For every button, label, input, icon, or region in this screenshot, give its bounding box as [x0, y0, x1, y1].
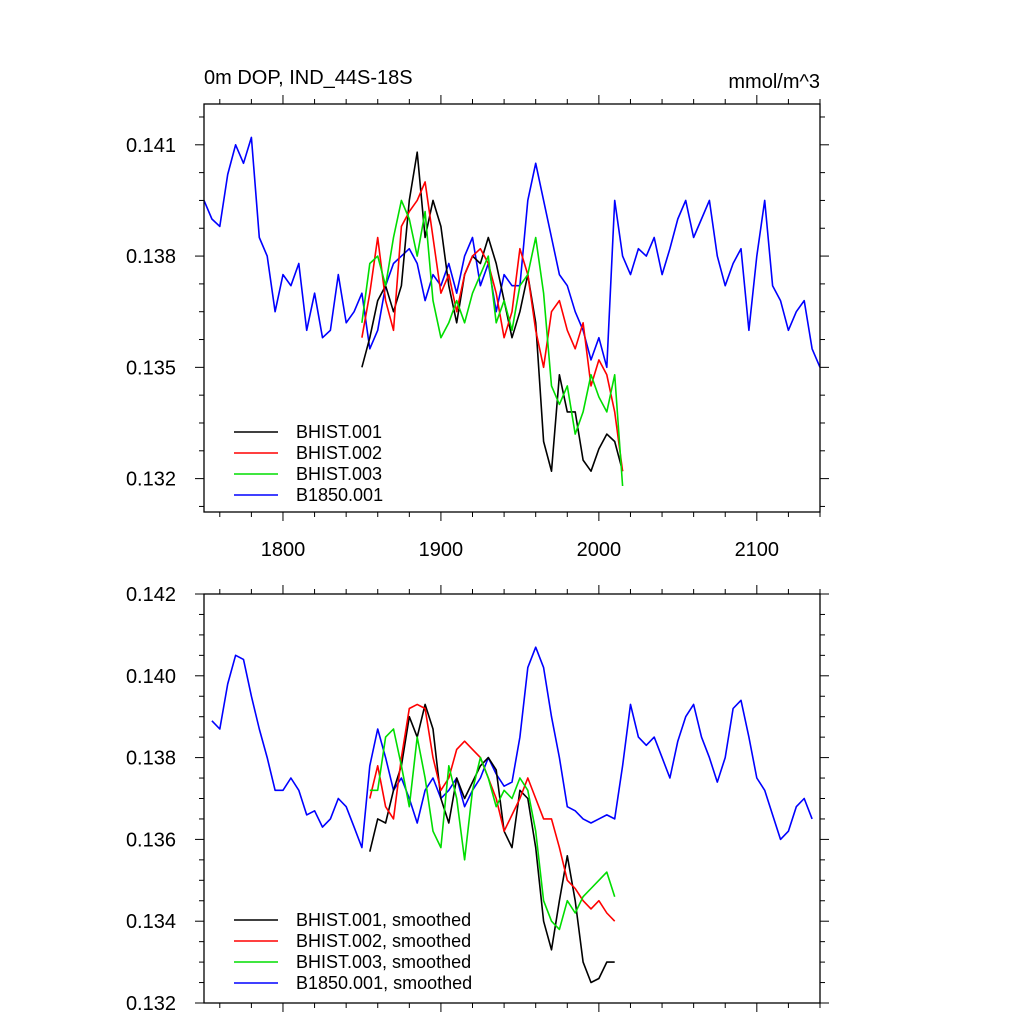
plot-frame — [203, 103, 821, 513]
series-line-bhist-001 — [369, 703, 615, 984]
legend-label: B1850.001, smoothed — [296, 973, 472, 993]
y-tick-label: 0.134 — [126, 911, 176, 933]
y-tick-label: 0.132 — [126, 469, 176, 491]
chart-title: 0m DOP, IND_44S-18S — [204, 67, 413, 89]
y-tick-label: 0.132 — [126, 993, 176, 1015]
series-line-bhist-003 — [361, 199, 624, 487]
legend-label: BHIST.003 — [296, 464, 382, 484]
x-tick-label: 2000 — [577, 539, 622, 561]
legend-label: BHIST.001 — [296, 422, 382, 442]
units-label: mmol/m^3 — [728, 71, 820, 93]
series-line-b1850-001 — [203, 136, 821, 369]
y-tick-label: 0.138 — [126, 246, 176, 268]
y-tick-label: 0.140 — [126, 666, 176, 688]
legend-label: B1850.001 — [296, 485, 383, 505]
legend-label: BHIST.002 — [296, 443, 382, 463]
series-line-bhist-002 — [369, 703, 616, 922]
series-line-bhist-003 — [369, 728, 616, 931]
y-tick-label: 0.138 — [126, 748, 176, 770]
y-tick-label: 0.142 — [126, 584, 176, 606]
x-tick-label: 2100 — [735, 539, 780, 561]
legend-label: BHIST.001, smoothed — [296, 910, 471, 930]
legend-label: BHIST.003, smoothed — [296, 952, 471, 972]
series-line-bhist-002 — [361, 181, 624, 472]
series-line-bhist-001 — [361, 151, 624, 473]
panel-bottom: 0.132 0.134 0.136 0.138 0.140 0.142 BHIST.001,… — [126, 584, 829, 1015]
y-tick-label: 0.135 — [126, 357, 176, 379]
y-tick-label: 0.141 — [126, 135, 176, 157]
panel-top: 1800 1900 2000 2100 0.132 0.135 0.138 0.141 BHIS… — [126, 95, 829, 561]
legend-label: BHIST.002, smoothed — [296, 931, 471, 951]
series-line-b1850-001 — [211, 646, 813, 849]
x-tick-label: 1800 — [261, 539, 306, 561]
x-tick-label: 1900 — [419, 539, 464, 561]
y-tick-label: 0.136 — [126, 829, 176, 851]
